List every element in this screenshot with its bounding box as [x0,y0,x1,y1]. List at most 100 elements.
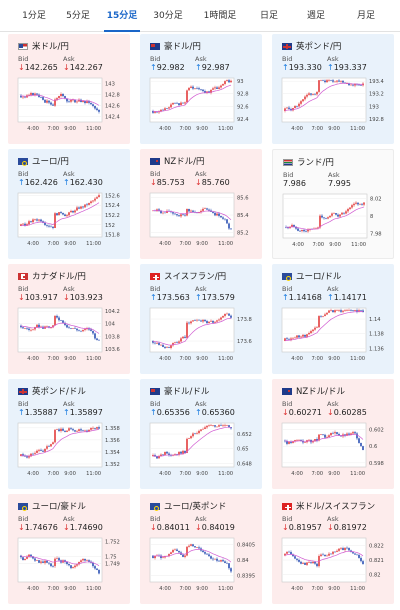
candle-body [182,554,184,557]
candle-body [78,207,80,209]
candle-body [92,330,94,334]
mini-candlestick-chart[interactable]: 104.2 104 103.8 103.6 4:00 7:00 9:00 11:00 [16,306,128,364]
rate-card[interactable]: 豪ドル/円 Bid Ask ↑92.982 ↑92.987 93 92.8 92.6 92.4 4… [140,34,262,144]
rate-card[interactable]: 米ドル/円 Bid Ask ↓142.265 ↓142.267 143 142.8 142.6… [8,34,130,144]
pair-title[interactable]: ユーロ/英ポンド [150,500,226,512]
candle-body [226,425,228,426]
candle-body [321,215,323,218]
candle-body [180,102,182,106]
tab-8[interactable]: 月足 [356,10,375,21]
mini-candlestick-chart[interactable]: 1.752 1.75 1.749 4:00 7:00 9:00 11:00 [16,536,128,594]
tab-1[interactable]: 1分足 [22,10,46,21]
mini-candlestick-chart[interactable]: 8.02 8 7.98 4:00 7:00 9:00 11:00 [281,192,393,250]
y-tick-label: 92.8 [237,92,249,98]
mini-candlestick-chart[interactable]: 1.14 1.138 1.136 4:00 7:00 9:00 11:00 [280,306,392,364]
tab-6[interactable]: 日足 [259,10,278,21]
tab-7[interactable]: 週足 [306,10,325,21]
y-tick-label: 1.752 [105,540,120,546]
pair-title[interactable]: 英ポンド/円 [282,40,341,52]
candle-body [96,108,98,110]
candle-body [210,556,212,559]
mini-candlestick-chart[interactable]: 143 142.8 142.6 142.4 4:00 7:00 9:00 11:00 [16,76,128,134]
candle-body [184,450,186,453]
pair-title[interactable]: 英ポンド/ドル [18,385,86,397]
rate-card[interactable]: ユーロ/英ポンド Bid Ask ↓0.84011 ↓0.84019 0.8405 0.84… [140,494,262,604]
candle-body [340,80,342,82]
arrow-down-icon: ↓ [327,408,334,417]
plot-area [281,77,367,123]
candle-body [312,93,314,95]
candle-body [188,208,190,212]
pair-title[interactable]: ユーロ/円 [18,155,69,167]
pair-title[interactable]: ユーロ/豪ドル [18,500,86,512]
pair-title[interactable]: スイスフラン/円 [150,270,226,282]
bid-value: 0.65356 [156,408,190,417]
candle-body [302,99,304,102]
candle-body [66,215,68,217]
tab-4[interactable]: 30分足 [153,10,183,21]
y-tick-label: 152.2 [105,213,120,219]
pair-title[interactable]: 豪ドル/円 [150,40,201,52]
mini-candlestick-chart[interactable]: 152.6 152.4 152.2 152 151.8 4:00 7:00 9:00 11:00 [16,191,128,249]
rate-card[interactable]: ユーロ/ドル Bid Ask ↑1.14168 ↑1.14171 1.14 1.138 1.1… [272,264,394,374]
candle-body [224,218,226,220]
candle-body [214,87,216,89]
mini-candlestick-chart[interactable]: 1.358 1.356 1.354 1.352 4:00 7:00 9:00 11:00 [16,421,128,479]
pair-title[interactable]: ランド/円 [283,156,334,168]
pair-name: ユーロ/円 [32,157,69,167]
plot-area [149,77,235,123]
candle-body [80,560,82,562]
mini-candlestick-chart[interactable]: 0.8405 0.84 0.8395 4:00 7:00 9:00 11:00 [148,536,260,594]
candle-body [74,430,76,432]
candle-body [194,320,196,321]
tab-3[interactable]: 15分足 [100,0,144,32]
x-tick-label: 4:00 [27,126,39,132]
mini-candlestick-chart[interactable]: 93 92.8 92.6 92.4 4:00 7:00 9:00 11:00 [148,76,260,134]
pair-title[interactable]: NZドル/円 [150,155,205,167]
rate-card[interactable]: ランド/円 Bid Ask 7.986 7.995 8.02 8 7.98 4:00 7:00 9:… [272,149,394,259]
rate-card[interactable]: NZドル/ドル Bid Ask ↓0.60271 ↓0.60285 0.602 0.6 0.5… [272,379,394,489]
arrow-down-icon: ↓ [195,178,202,187]
candle-body [327,217,329,219]
mini-candlestick-chart[interactable]: 85.6 85.4 85.2 4:00 7:00 9:00 11:00 [148,191,260,249]
rate-card[interactable]: カナダドル/円 Bid Ask ↓103.917 ↓103.923 104.2 104 103… [8,264,130,374]
pair-title[interactable]: ユーロ/ドル [282,270,341,282]
rate-card[interactable]: ユーロ/豪ドル Bid Ask ↓1.74676 ↓1.74690 1.752 1.75 1.… [8,494,130,604]
candle-body [196,547,198,548]
plot-area [149,422,235,468]
pair-title[interactable]: 米ドル/スイスフラン [282,500,375,512]
pair-name: ユーロ/ドル [296,272,342,282]
candle-body [98,427,100,429]
candle-body [314,327,316,330]
rate-card[interactable]: スイスフラン/円 Bid Ask ↑173.563 ↑173.579 173.8 173.6… [140,264,262,374]
mini-candlestick-chart[interactable]: 0.602 0.6 0.598 4:00 7:00 9:00 11:00 [280,421,392,479]
tab-2[interactable]: 5分足 [66,10,90,21]
rate-card[interactable]: 英ポンド/ドル Bid Ask ↑1.35887 ↑1.35897 1.358 1.356 1… [8,379,130,489]
mini-candlestick-chart[interactable]: 193.4 193.2 193 192.8 4:00 7:00 9:00 11:00 [280,76,392,134]
pair-title[interactable]: NZドル/ドル [282,385,345,397]
rate-card[interactable]: 英ポンド/円 Bid Ask ↑193.330 ↑193.337 193.4 193.2 19… [272,34,394,144]
candle-body [60,320,62,321]
moving-average-line [20,202,100,227]
rate-card[interactable]: ユーロ/円 Bid Ask ↑162.426 ↑162.430 152.6 152.4 152… [8,149,130,259]
candle-body [354,83,356,86]
mini-candlestick-chart[interactable]: 173.8 173.6 4:00 7:00 9:00 11:00 [148,306,260,364]
rate-card[interactable]: 豪ドル/ドル Bid Ask ↑0.65356 ↑0.65360 0.652 0.65 0.6… [140,379,262,489]
candle-body [228,563,230,569]
pair-title[interactable]: カナダドル/円 [18,270,86,282]
candle-body [338,80,340,82]
candle-body [44,560,46,563]
mini-candlestick-chart[interactable]: 0.652 0.65 0.648 4:00 7:00 9:00 11:00 [148,421,260,479]
rate-card[interactable]: 米ドル/スイスフラン Bid Ask ↓0.81957 ↓0.81972 0.822 0.8… [272,494,394,604]
candle-body [168,453,170,456]
mini-candlestick-chart[interactable]: 0.822 0.821 0.82 4:00 7:00 9:00 11:00 [280,536,392,594]
candle-body [152,111,154,113]
candle-body [344,310,346,311]
rate-card[interactable]: NZドル/円 Bid Ask ↓85.753 ↓85.760 85.6 85.4 85.2 4:… [140,149,262,259]
candle-body [194,546,196,548]
candle-body [354,553,356,555]
candle-body [54,558,56,567]
tab-5[interactable]: 1時間足 [203,10,237,21]
pair-title[interactable]: 米ドル/円 [18,40,69,52]
pair-title[interactable]: 豪ドル/ドル [150,385,209,397]
